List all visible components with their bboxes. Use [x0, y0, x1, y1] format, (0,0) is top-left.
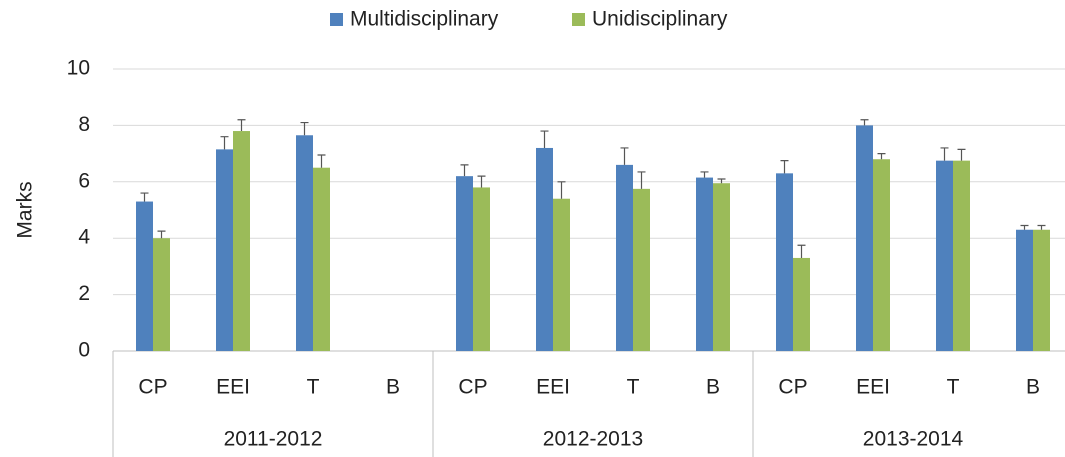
error-bar — [717, 178, 726, 184]
error-bar — [877, 153, 886, 160]
bar — [296, 135, 313, 351]
bar — [233, 131, 250, 351]
error-bar — [1020, 224, 1029, 230]
error-bar — [477, 175, 486, 188]
bar — [696, 177, 713, 351]
error-bar — [1037, 224, 1046, 230]
bar — [153, 238, 170, 351]
group-label: 2013-2014 — [863, 428, 964, 451]
error-bar — [780, 160, 789, 174]
x-tick-label: T — [627, 376, 640, 399]
bar — [456, 176, 473, 351]
x-tick-label: B — [706, 376, 720, 399]
y-axis-label: Marks — [14, 181, 37, 238]
error-bar — [237, 119, 246, 132]
x-tick-label: CP — [458, 376, 487, 399]
bar — [313, 167, 330, 351]
x-tick-label: T — [947, 376, 960, 399]
bar — [473, 187, 490, 351]
error-bar — [140, 192, 149, 202]
y-tick-label: 0 — [78, 339, 90, 362]
bar — [633, 188, 650, 351]
legend-swatch — [330, 13, 343, 26]
error-bar — [620, 147, 629, 165]
error-bar — [637, 171, 646, 189]
bar — [953, 160, 970, 351]
bar — [713, 183, 730, 351]
error-bar — [220, 136, 229, 150]
error-bar — [940, 147, 949, 161]
y-tick-label: 4 — [78, 226, 90, 249]
error-bar — [957, 148, 966, 161]
error-bar — [317, 154, 326, 168]
x-tick-label: EEI — [216, 376, 250, 399]
x-tick-label: CP — [778, 376, 807, 399]
error-bar — [540, 130, 549, 148]
x-tick-label: T — [307, 376, 320, 399]
error-bar — [700, 171, 709, 178]
x-tick-label: EEI — [536, 376, 570, 399]
legend-label: Multidisciplinary — [350, 8, 499, 31]
group-label: 2012-2013 — [543, 428, 643, 451]
bar — [553, 198, 570, 351]
bar — [216, 149, 233, 351]
y-tick-label: 10 — [67, 57, 90, 80]
y-tick-label: 8 — [78, 113, 90, 136]
error-bar — [300, 121, 309, 136]
bar — [616, 164, 633, 351]
x-tick-label: B — [1026, 376, 1040, 399]
group-label: 2011-2012 — [224, 428, 323, 451]
bar — [536, 147, 553, 351]
x-tick-label: CP — [138, 376, 167, 399]
error-bar — [557, 181, 566, 199]
legend-label: Unidisciplinary — [592, 8, 728, 31]
error-bar — [460, 164, 469, 177]
y-tick-label: 6 — [78, 169, 90, 192]
bar — [1016, 229, 1033, 351]
bar — [856, 125, 873, 352]
error-bar — [860, 119, 869, 126]
bar — [793, 257, 810, 351]
legend-swatch — [572, 13, 585, 26]
y-tick-label: 2 — [78, 282, 90, 305]
error-bar — [157, 230, 166, 239]
bar — [936, 160, 953, 351]
bar — [776, 173, 793, 351]
x-tick-label: B — [386, 376, 400, 399]
bar — [1033, 229, 1050, 351]
bar — [873, 159, 890, 351]
bar — [136, 201, 153, 351]
x-tick-label: EEI — [856, 376, 890, 399]
error-bar — [797, 244, 806, 258]
